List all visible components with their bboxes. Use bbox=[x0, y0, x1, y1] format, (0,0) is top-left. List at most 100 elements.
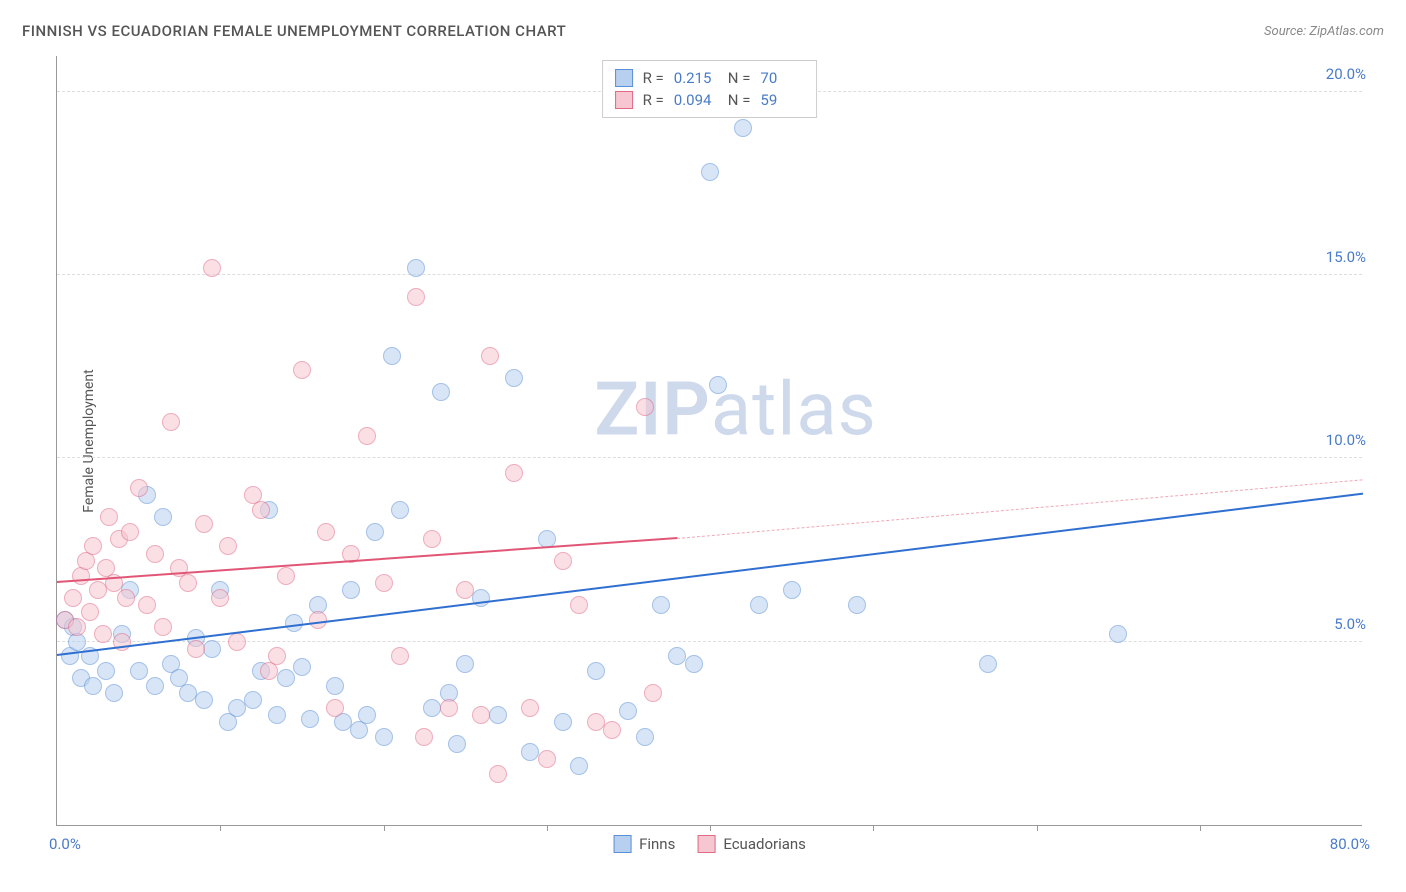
data-point bbox=[391, 647, 409, 665]
data-point bbox=[383, 347, 401, 365]
data-point bbox=[1109, 625, 1127, 643]
data-point bbox=[342, 581, 360, 599]
y-tick-label: 20.0% bbox=[1322, 65, 1370, 83]
data-point bbox=[268, 706, 286, 724]
data-point bbox=[456, 655, 474, 673]
x-axis-min-label: 0.0% bbox=[49, 835, 81, 853]
data-point bbox=[84, 537, 102, 555]
gridline bbox=[57, 457, 1362, 458]
data-point bbox=[100, 508, 118, 526]
data-point bbox=[701, 163, 719, 181]
data-point bbox=[734, 119, 752, 137]
data-point bbox=[636, 398, 654, 416]
x-tick bbox=[220, 825, 221, 831]
r-label: R = bbox=[643, 69, 664, 87]
watermark-atlas: atlas bbox=[711, 366, 877, 453]
data-point bbox=[505, 369, 523, 387]
r-value: 0.094 bbox=[674, 91, 718, 109]
data-point bbox=[244, 691, 262, 709]
data-point bbox=[309, 611, 327, 629]
data-point bbox=[750, 596, 768, 614]
data-point bbox=[619, 702, 637, 720]
data-point bbox=[554, 552, 572, 570]
r-label: R = bbox=[643, 91, 664, 109]
n-label: N = bbox=[728, 91, 751, 109]
x-tick bbox=[710, 825, 711, 831]
data-point bbox=[203, 640, 221, 658]
swatch-finns bbox=[613, 835, 631, 853]
data-point bbox=[179, 684, 197, 702]
data-point bbox=[277, 567, 295, 585]
r-value: 0.215 bbox=[674, 69, 718, 87]
data-point bbox=[187, 640, 205, 658]
gridline bbox=[57, 274, 1362, 275]
data-point bbox=[472, 706, 490, 724]
data-point bbox=[554, 713, 572, 731]
data-point bbox=[415, 728, 433, 746]
x-tick bbox=[873, 825, 874, 831]
data-point bbox=[130, 479, 148, 497]
data-point bbox=[179, 574, 197, 592]
data-point bbox=[326, 699, 344, 717]
x-tick bbox=[547, 825, 548, 831]
data-point bbox=[64, 589, 82, 607]
data-point bbox=[603, 721, 621, 739]
data-point bbox=[366, 523, 384, 541]
data-point bbox=[228, 699, 246, 717]
data-point bbox=[423, 699, 441, 717]
data-point bbox=[848, 596, 866, 614]
trend-line bbox=[57, 493, 1363, 657]
data-point bbox=[89, 581, 107, 599]
data-point bbox=[489, 706, 507, 724]
data-point bbox=[195, 515, 213, 533]
scatter-chart: ZIPatlas Female Unemployment R = 0.215 N… bbox=[56, 56, 1362, 826]
stats-legend: R = 0.215 N = 70 R = 0.094 N = 59 bbox=[602, 60, 818, 118]
data-point bbox=[293, 658, 311, 676]
data-point bbox=[979, 655, 997, 673]
n-value: 70 bbox=[760, 69, 804, 87]
source-attribution: Source: ZipAtlas.com bbox=[1264, 24, 1384, 39]
data-point bbox=[407, 288, 425, 306]
data-point bbox=[146, 545, 164, 563]
data-point bbox=[432, 383, 450, 401]
data-point bbox=[97, 662, 115, 680]
trend-line-dashed bbox=[677, 479, 1363, 539]
data-point bbox=[448, 735, 466, 753]
chart-header: FINNISH VS ECUADORIAN FEMALE UNEMPLOYMEN… bbox=[22, 22, 1384, 40]
stats-row: R = 0.094 N = 59 bbox=[615, 89, 805, 111]
data-point bbox=[105, 684, 123, 702]
data-point bbox=[130, 662, 148, 680]
gridline bbox=[57, 641, 1362, 642]
data-point bbox=[154, 618, 172, 636]
legend-label: Finns bbox=[639, 835, 675, 853]
x-tick bbox=[1037, 825, 1038, 831]
data-point bbox=[219, 537, 237, 555]
data-point bbox=[644, 684, 662, 702]
data-point bbox=[203, 259, 221, 277]
stats-row: R = 0.215 N = 70 bbox=[615, 67, 805, 89]
data-point bbox=[505, 464, 523, 482]
data-point bbox=[685, 655, 703, 673]
data-point bbox=[440, 699, 458, 717]
data-point bbox=[211, 589, 229, 607]
data-point bbox=[668, 647, 686, 665]
data-point bbox=[521, 699, 539, 717]
data-point bbox=[375, 574, 393, 592]
data-point bbox=[146, 677, 164, 695]
data-point bbox=[81, 603, 99, 621]
data-point bbox=[570, 596, 588, 614]
data-point bbox=[195, 691, 213, 709]
data-point bbox=[538, 750, 556, 768]
data-point bbox=[317, 523, 335, 541]
swatch-ecuadorians bbox=[697, 835, 715, 853]
data-point bbox=[521, 743, 539, 761]
data-point bbox=[375, 728, 393, 746]
y-tick-label: 15.0% bbox=[1322, 248, 1370, 266]
data-point bbox=[94, 625, 112, 643]
y-axis-title: Female Unemployment bbox=[81, 369, 97, 513]
data-point bbox=[162, 413, 180, 431]
swatch-ecuadorians bbox=[615, 91, 633, 109]
data-point bbox=[326, 677, 344, 695]
data-point bbox=[783, 581, 801, 599]
n-label: N = bbox=[728, 69, 751, 87]
